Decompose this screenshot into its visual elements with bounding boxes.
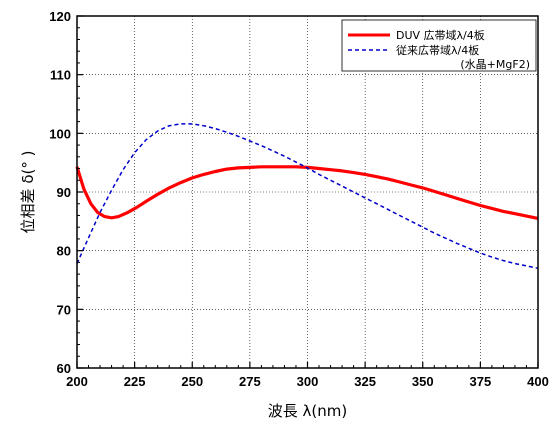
x-tick-label: 200 (66, 374, 88, 389)
x-axis-title: 波長 λ(nm) (268, 402, 347, 420)
x-tick-label: 300 (297, 374, 319, 389)
legend-label: 従来広帯域λ/4板 (396, 43, 479, 57)
x-tick-label: 375 (470, 374, 492, 389)
y-tick-label: 100 (49, 126, 71, 141)
legend-label: DUV 広帯域λ/4板 (396, 28, 485, 42)
legend-box (341, 19, 537, 72)
y-tick-label: 80 (57, 244, 71, 259)
y-tick-label: 90 (57, 185, 71, 200)
x-tick-label: 350 (412, 374, 434, 389)
x-tick-label: 400 (527, 374, 549, 389)
ticks (76, 15, 539, 369)
series-layer (75, 123, 539, 270)
series-conventional-broadband-line (76, 123, 539, 270)
y-tick-label: 70 (57, 302, 71, 317)
y-axis-title: 位相差 δ(° ) (19, 151, 37, 234)
y-tick-label: 120 (49, 9, 71, 24)
x-tick-label: 325 (354, 374, 376, 389)
series-duv-broadband-line (75, 165, 539, 220)
legend-label-sub: (水晶+MgF2) (460, 58, 530, 71)
grid (77, 16, 538, 368)
y-tick-label: 110 (50, 68, 71, 83)
x-tick-label: 225 (124, 374, 146, 389)
y-tick-label: 60 (57, 361, 71, 376)
x-tick-label: 250 (181, 374, 203, 389)
tick-labels: 200 225 250 275 300 325 350 375 400 60 70 80 90 100 11… (49, 9, 549, 389)
x-tick-label: 275 (239, 374, 261, 389)
